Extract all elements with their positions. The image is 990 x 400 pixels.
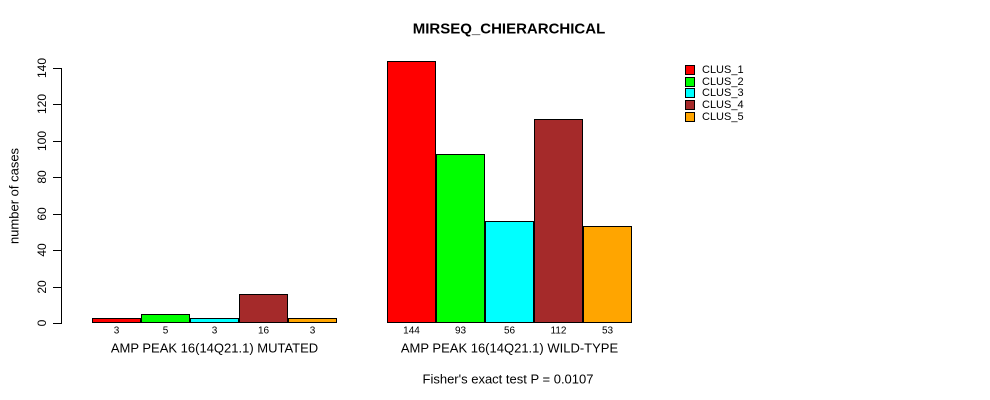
y-tick-mark bbox=[53, 323, 62, 324]
bar-clus_5-group2 bbox=[583, 226, 632, 323]
bar-value-label: 3 bbox=[113, 325, 120, 337]
bar-clus_2-group1 bbox=[141, 314, 190, 323]
legend-label-clus_5: CLUS_5 bbox=[702, 111, 744, 123]
bar-value-label: 56 bbox=[503, 325, 516, 337]
legend-swatch-clus_3 bbox=[685, 88, 695, 98]
bar-value-label: 3 bbox=[309, 325, 316, 337]
y-tick-label: 0 bbox=[35, 319, 49, 327]
bar-clus_4-group1 bbox=[239, 294, 288, 323]
y-tick-label: 80 bbox=[35, 170, 49, 184]
annotation-text: Fisher's exact test P = 0.0107 bbox=[422, 371, 594, 387]
bar-value-label: 5 bbox=[162, 325, 169, 337]
bar-clus_4-group2 bbox=[534, 119, 583, 323]
legend-label-clus_3: CLUS_3 bbox=[702, 87, 744, 99]
bar-clus_3-group1 bbox=[190, 318, 239, 323]
bar-value-label: 16 bbox=[257, 325, 270, 337]
y-tick-mark bbox=[53, 141, 62, 142]
legend-swatch-clus_1 bbox=[685, 65, 695, 75]
y-tick-label: 140 bbox=[35, 57, 49, 79]
legend-label-clus_1: CLUS_1 bbox=[702, 64, 744, 76]
y-tick-mark bbox=[53, 250, 62, 251]
legend-label-clus_2: CLUS_2 bbox=[702, 76, 744, 88]
y-tick-mark bbox=[53, 177, 62, 178]
chart-title: MIRSEQ_CHIERARCHICAL bbox=[412, 20, 606, 38]
group-label-1: AMP PEAK 16(14Q21.1) MUTATED bbox=[110, 340, 319, 356]
y-axis-line bbox=[61, 68, 62, 323]
y-tick-label: 60 bbox=[35, 207, 49, 221]
y-tick-label: 20 bbox=[35, 280, 49, 294]
bar-value-label: 3 bbox=[211, 325, 218, 337]
legend-label-clus_4: CLUS_4 bbox=[702, 99, 744, 111]
legend-swatch-clus_2 bbox=[685, 77, 695, 87]
y-tick-label: 40 bbox=[35, 243, 49, 257]
group-label-2: AMP PEAK 16(14Q21.1) WILD-TYPE bbox=[400, 340, 619, 356]
legend-swatch-clus_4 bbox=[685, 100, 695, 110]
bar-clus_3-group2 bbox=[485, 221, 534, 323]
y-tick-mark bbox=[53, 68, 62, 69]
bar-value-label: 53 bbox=[601, 325, 614, 337]
y-axis-label: number of cases bbox=[6, 147, 22, 245]
bar-clus_1-group2 bbox=[387, 61, 436, 323]
y-tick-label: 120 bbox=[35, 93, 49, 115]
bar-value-label: 112 bbox=[550, 325, 567, 337]
bar-value-label: 93 bbox=[454, 325, 467, 337]
bar-clus_5-group1 bbox=[288, 318, 337, 323]
legend-swatch-clus_5 bbox=[685, 112, 695, 122]
y-tick-mark bbox=[53, 287, 62, 288]
bar-value-label: 144 bbox=[403, 325, 420, 337]
bar-clus_2-group2 bbox=[436, 154, 485, 323]
y-tick-mark bbox=[53, 214, 62, 215]
y-tick-label: 100 bbox=[35, 130, 49, 152]
bar-clus_1-group1 bbox=[92, 318, 141, 323]
y-tick-mark bbox=[53, 104, 62, 105]
